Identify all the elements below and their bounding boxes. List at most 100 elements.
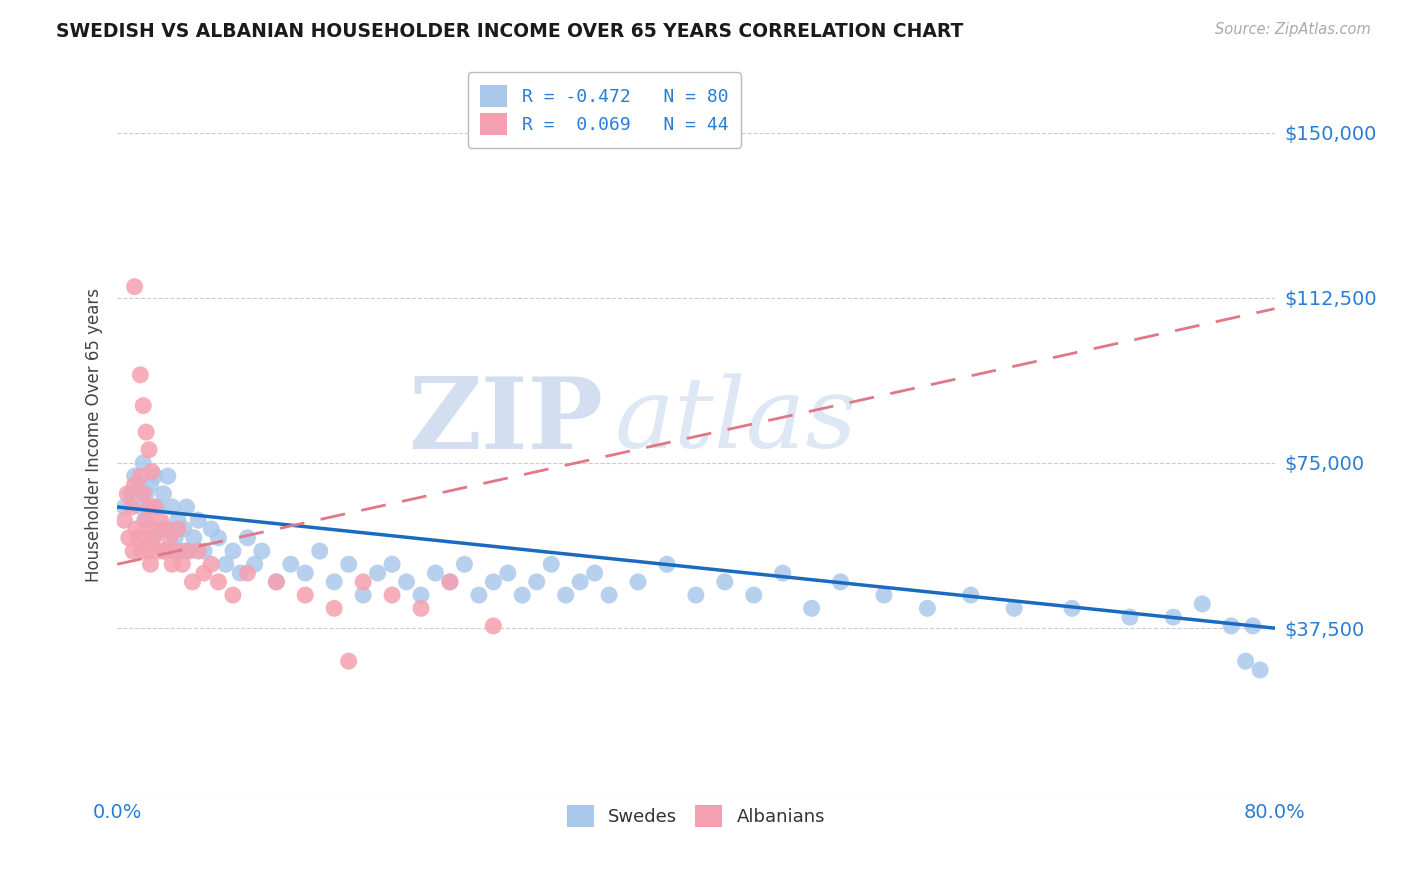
Point: [155, 522, 177, 536]
Point: [569, 574, 592, 589]
Text: ZIP: ZIP: [408, 373, 603, 469]
Point: [141, 465, 163, 479]
Point: [425, 566, 447, 580]
Point: [229, 566, 252, 580]
Point: [167, 513, 190, 527]
Point: [742, 588, 765, 602]
Point: [337, 558, 360, 572]
Point: [124, 478, 146, 492]
Point: [598, 588, 620, 602]
Point: [165, 531, 187, 545]
Point: [183, 531, 205, 545]
Text: SWEDISH VS ALBANIAN HOUSEHOLDER INCOME OVER 65 YEARS CORRELATION CHART: SWEDISH VS ALBANIAN HOUSEHOLDER INCOME O…: [56, 22, 963, 41]
Point: [583, 566, 606, 580]
Point: [149, 522, 172, 536]
Point: [135, 487, 157, 501]
Point: [207, 531, 229, 545]
Point: [395, 574, 418, 589]
Text: atlas: atlas: [614, 374, 858, 468]
Point: [685, 588, 707, 602]
Point: [1249, 663, 1271, 677]
Point: [142, 531, 165, 545]
Point: [193, 544, 215, 558]
Point: [132, 399, 155, 413]
Point: [193, 566, 215, 580]
Point: [280, 558, 302, 572]
Point: [136, 544, 159, 558]
Point: [873, 588, 896, 602]
Point: [1002, 601, 1025, 615]
Point: [142, 531, 165, 545]
Point: [187, 544, 209, 558]
Point: [157, 522, 180, 536]
Point: [439, 574, 461, 589]
Point: [510, 588, 533, 602]
Point: [131, 500, 153, 514]
Point: [323, 574, 346, 589]
Point: [146, 544, 169, 558]
Y-axis label: Householder Income Over 65 years: Householder Income Over 65 years: [86, 288, 103, 582]
Point: [181, 574, 204, 589]
Point: [627, 574, 650, 589]
Point: [482, 574, 505, 589]
Point: [1191, 597, 1213, 611]
Point: [215, 558, 238, 572]
Point: [139, 558, 162, 572]
Point: [207, 574, 229, 589]
Point: [129, 368, 152, 382]
Point: [439, 574, 461, 589]
Point: [236, 531, 259, 545]
Point: [173, 522, 195, 536]
Point: [1220, 619, 1243, 633]
Point: [138, 442, 160, 457]
Point: [367, 566, 389, 580]
Text: Source: ZipAtlas.com: Source: ZipAtlas.com: [1215, 22, 1371, 37]
Point: [153, 544, 176, 558]
Point: [187, 513, 209, 527]
Point: [167, 522, 190, 536]
Point: [121, 487, 143, 501]
Point: [352, 574, 374, 589]
Point: [409, 588, 432, 602]
Point: [830, 574, 852, 589]
Point: [308, 544, 330, 558]
Point: [409, 601, 432, 615]
Point: [139, 478, 162, 492]
Point: [243, 558, 266, 572]
Point: [200, 522, 222, 536]
Point: [176, 500, 198, 514]
Point: [117, 487, 139, 501]
Point: [132, 456, 155, 470]
Point: [149, 513, 172, 527]
Point: [172, 558, 194, 572]
Point: [337, 654, 360, 668]
Point: [1241, 619, 1264, 633]
Point: [135, 425, 157, 439]
Point: [1234, 654, 1257, 668]
Point: [352, 588, 374, 602]
Point: [222, 544, 245, 558]
Point: [141, 522, 163, 536]
Point: [165, 544, 187, 558]
Point: [453, 558, 475, 572]
Point: [526, 574, 548, 589]
Point: [124, 279, 146, 293]
Point: [294, 566, 316, 580]
Point: [112, 500, 135, 514]
Point: [266, 574, 288, 589]
Point: [236, 566, 259, 580]
Legend: Swedes, Albanians: Swedes, Albanians: [560, 798, 832, 834]
Point: [1163, 610, 1185, 624]
Point: [112, 513, 135, 527]
Point: [540, 558, 562, 572]
Point: [381, 588, 404, 602]
Point: [125, 522, 148, 536]
Point: [143, 500, 166, 514]
Point: [118, 531, 141, 545]
Point: [482, 619, 505, 633]
Point: [146, 500, 169, 514]
Point: [496, 566, 519, 580]
Point: [917, 601, 939, 615]
Point: [128, 531, 150, 545]
Point: [468, 588, 491, 602]
